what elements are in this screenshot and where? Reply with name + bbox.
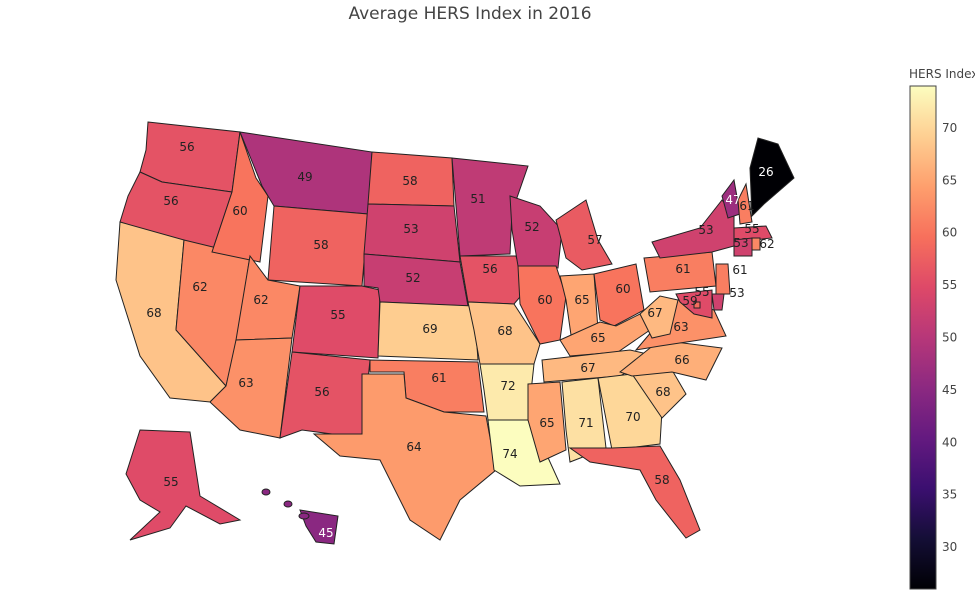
colorbar-gradient: [909, 85, 937, 590]
value-label-mt: 49: [297, 170, 312, 184]
colorbar-tick-50: 50: [942, 331, 957, 345]
value-label-tn: 67: [580, 361, 595, 375]
value-label-nh: 61: [739, 199, 754, 213]
value-label-ks: 69: [422, 322, 437, 336]
value-label-wv: 67: [647, 306, 662, 320]
colorbar-tick-45: 45: [942, 383, 957, 397]
value-label-pa: 61: [675, 262, 690, 276]
value-label-nc: 66: [674, 353, 689, 367]
value-label-ms: 65: [539, 416, 554, 430]
value-label-nm: 56: [314, 385, 329, 399]
value-label-ma: 55: [744, 222, 759, 236]
state-wi[interactable]: [509, 195, 563, 269]
chart-title: Average HERS Index in 2016: [348, 4, 592, 24]
value-label-fl: 58: [654, 473, 669, 487]
state-hi[interactable]: [299, 509, 339, 545]
state-nj[interactable]: [715, 263, 731, 295]
state-fl[interactable]: [568, 445, 701, 539]
value-label-ca: 68: [146, 306, 161, 320]
value-label-ak: 55: [163, 475, 178, 489]
value-label-ut: 62: [253, 293, 268, 307]
state-dc[interactable]: [693, 301, 701, 309]
value-label-dc: 59: [682, 294, 697, 308]
value-label-vt: 47: [725, 193, 740, 207]
value-label-mi: 57: [587, 233, 602, 247]
state-az[interactable]: [209, 337, 293, 439]
value-label-ri: 62: [759, 237, 774, 251]
value-label-id: 60: [232, 204, 247, 218]
state-me[interactable]: [749, 137, 795, 218]
state-tx[interactable]: [312, 373, 497, 541]
colorbar-tick-65: 65: [942, 173, 957, 187]
value-label-va: 63: [673, 320, 688, 334]
state-ms[interactable]: [527, 381, 567, 463]
state-ks[interactable]: [377, 301, 479, 361]
colorbar-tick-55: 55: [942, 278, 957, 292]
value-label-oh: 60: [615, 282, 630, 296]
value-label-al: 71: [578, 416, 593, 430]
state-de[interactable]: [711, 293, 725, 311]
value-label-sc: 68: [655, 385, 670, 399]
value-label-il: 60: [537, 293, 552, 307]
value-label-hi: 45: [318, 526, 333, 540]
value-label-me: 26: [758, 165, 773, 179]
state-wv[interactable]: [639, 295, 679, 339]
state-ut[interactable]: [235, 254, 301, 341]
value-label-co: 55: [330, 308, 345, 322]
colorbar-tick-40: 40: [942, 435, 957, 449]
value-label-in: 65: [574, 293, 589, 307]
value-label-ia: 56: [482, 262, 497, 276]
value-label-de: 53: [729, 286, 744, 300]
state-hi-island-1: [261, 488, 271, 496]
state-oh[interactable]: [593, 263, 645, 327]
state-ma[interactable]: [733, 225, 773, 243]
value-label-ny: 53: [698, 223, 713, 237]
colorbar-tick-70: 70: [942, 121, 957, 135]
value-label-md: 55: [694, 285, 709, 299]
state-ri[interactable]: [751, 237, 761, 251]
value-label-tx: 64: [406, 440, 421, 454]
colorbar-tick-35: 35: [942, 488, 957, 502]
state-mi[interactable]: [555, 199, 613, 271]
value-label-nv: 62: [192, 280, 207, 294]
value-label-or: 56: [163, 194, 178, 208]
value-label-az: 63: [238, 376, 253, 390]
state-mn[interactable]: [451, 157, 529, 257]
value-label-ar: 72: [500, 379, 515, 393]
state-hi-island-3: [298, 512, 310, 520]
colorbar-title: HERS Index: [909, 67, 975, 81]
value-label-ga: 70: [625, 410, 640, 424]
colorbar-tick-60: 60: [942, 226, 957, 240]
value-label-ok: 61: [431, 371, 446, 385]
state-ct[interactable]: [733, 237, 753, 257]
state-co[interactable]: [291, 285, 381, 359]
state-nh[interactable]: [737, 182, 753, 225]
value-label-sd: 53: [403, 222, 418, 236]
value-label-mo: 68: [497, 324, 512, 338]
colorbar: HERS Index 30 35 40 45 50 55 60 65 70: [909, 67, 975, 590]
value-label-ne: 52: [405, 271, 420, 285]
value-label-wi: 52: [524, 220, 539, 234]
value-label-ky: 65: [590, 331, 605, 345]
value-label-wa: 56: [179, 140, 194, 154]
value-label-wy: 58: [313, 238, 328, 252]
value-label-nd: 58: [402, 174, 417, 188]
value-label-nj: 61: [732, 263, 747, 277]
states-layer: [115, 121, 795, 545]
state-hi-island-2: [283, 500, 293, 508]
value-labels: 56 56 68 62 60 49 58 62 63 55 56 58 53 52 69 61 64 51 56 68…: [146, 140, 774, 540]
value-label-la: 74: [502, 447, 517, 461]
state-ak[interactable]: [125, 429, 242, 541]
value-label-ct: 53: [733, 236, 748, 250]
value-label-mn: 51: [470, 192, 485, 206]
state-ny[interactable]: [651, 199, 735, 259]
colorbar-tick-30: 30: [942, 540, 957, 554]
